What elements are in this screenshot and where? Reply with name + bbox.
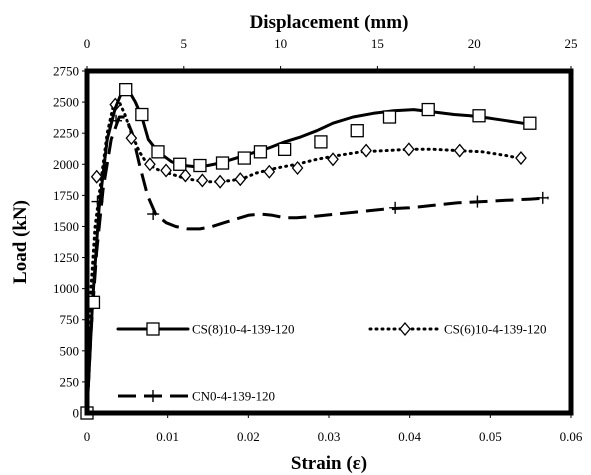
x-tick-label: 0.02 <box>237 429 260 444</box>
legend-item: CS(8)10-4-139-120 <box>116 322 295 337</box>
square-marker <box>382 110 397 124</box>
y-tick-label: 0 <box>73 406 80 421</box>
square-marker <box>151 145 165 159</box>
plot-frame <box>84 68 574 416</box>
square-marker <box>193 158 207 173</box>
x-tick-label: 0.03 <box>318 429 341 444</box>
y-axis-title: Load (kN) <box>10 200 31 284</box>
legend: CS(8)10-4-139-120 CS(6)10-4-139-120 CN0-4-… <box>116 321 547 404</box>
diamond-marker <box>403 142 415 157</box>
x-tick-label: 0.04 <box>398 429 421 444</box>
square-marker <box>135 107 149 122</box>
y-tick-label: 1750 <box>53 188 79 203</box>
y-tick-label: 500 <box>60 343 80 358</box>
diamond-marker <box>291 160 304 176</box>
x-tick-label: 0.01 <box>156 429 179 444</box>
x-tick-label: 0.05 <box>479 429 502 444</box>
square-marker <box>237 151 251 165</box>
legend-label: CS(6)10-4-139-120 <box>444 322 547 337</box>
legend-item: CN0-4-139-120 <box>118 389 275 404</box>
x2-tick-label: 20 <box>468 36 481 51</box>
y-tick-label: 1500 <box>53 219 79 234</box>
square-marker <box>173 157 187 171</box>
square-marker <box>314 135 328 149</box>
x2-axis-ticks: 0 5 10 15 20 25 <box>84 36 578 71</box>
diamond-marker <box>144 157 156 172</box>
legend-item: CS(6)10-4-139-120 <box>368 321 547 337</box>
diamond-marker <box>327 152 339 167</box>
square-marker <box>523 116 537 130</box>
x2-axis-title: Displacement (mm) <box>250 12 409 33</box>
y-tick-label: 2750 <box>53 64 79 79</box>
plus-marker <box>147 208 160 221</box>
diamond-marker <box>214 174 226 189</box>
y-tick-label: 1250 <box>53 250 79 265</box>
plus-marker <box>536 191 549 204</box>
diamond-marker <box>234 172 247 187</box>
y-tick-label: 250 <box>60 374 80 389</box>
x2-tick-label: 25 <box>565 36 578 51</box>
diamond-marker <box>160 163 172 178</box>
diamond-marker <box>515 151 527 166</box>
x-axis-ticks: 0 0.01 0.02 0.03 0.04 0.05 0.06 <box>84 413 583 444</box>
diamond-marker <box>196 173 209 188</box>
x2-tick-label: 5 <box>181 36 188 51</box>
diamond-marker <box>399 321 411 337</box>
series-layer <box>80 83 549 420</box>
legend-label: CN0-4-139-120 <box>192 389 275 404</box>
diamond-marker <box>263 164 276 179</box>
square-marker <box>119 83 133 97</box>
x-tick-label: 0 <box>84 429 91 444</box>
square-marker <box>146 322 160 336</box>
y-tick-label: 750 <box>60 312 80 327</box>
series-line <box>85 115 549 414</box>
square-marker <box>253 145 268 159</box>
x2-tick-label: 0 <box>84 36 91 51</box>
square-marker <box>215 156 230 170</box>
x-tick-label: 0.06 <box>560 429 583 444</box>
diamond-marker <box>125 131 138 146</box>
square-marker <box>472 109 486 123</box>
y-tick-label: 2500 <box>53 95 79 110</box>
square-marker <box>277 142 292 156</box>
y-axis-ticks: 0 250 500 750 1000 1250 1500 1750 2000 2250 2500 27… <box>53 64 87 421</box>
square-marker <box>350 124 364 138</box>
series-CS(6)10-4-139-120 <box>85 97 527 415</box>
square-marker <box>421 102 435 117</box>
diamond-marker <box>90 169 103 184</box>
y-tick-label: 2000 <box>53 157 79 172</box>
diamond-marker <box>453 143 466 158</box>
x2-tick-label: 10 <box>274 36 287 51</box>
x-axis-title: Strain (ε) <box>291 453 367 474</box>
plus-marker <box>389 201 402 214</box>
y-tick-label: 1000 <box>53 281 79 296</box>
plus-marker <box>471 195 484 208</box>
diamond-marker <box>360 143 372 158</box>
diamond-marker <box>179 168 192 183</box>
series-CN0-4-139-120 <box>85 114 549 414</box>
legend-label: CS(8)10-4-139-120 <box>192 322 295 337</box>
plus-marker <box>147 390 159 402</box>
series-line <box>85 86 525 415</box>
x2-tick-label: 15 <box>371 36 384 51</box>
series-CS(8)10-4-139-120 <box>80 83 537 420</box>
y-tick-label: 2250 <box>53 126 79 141</box>
